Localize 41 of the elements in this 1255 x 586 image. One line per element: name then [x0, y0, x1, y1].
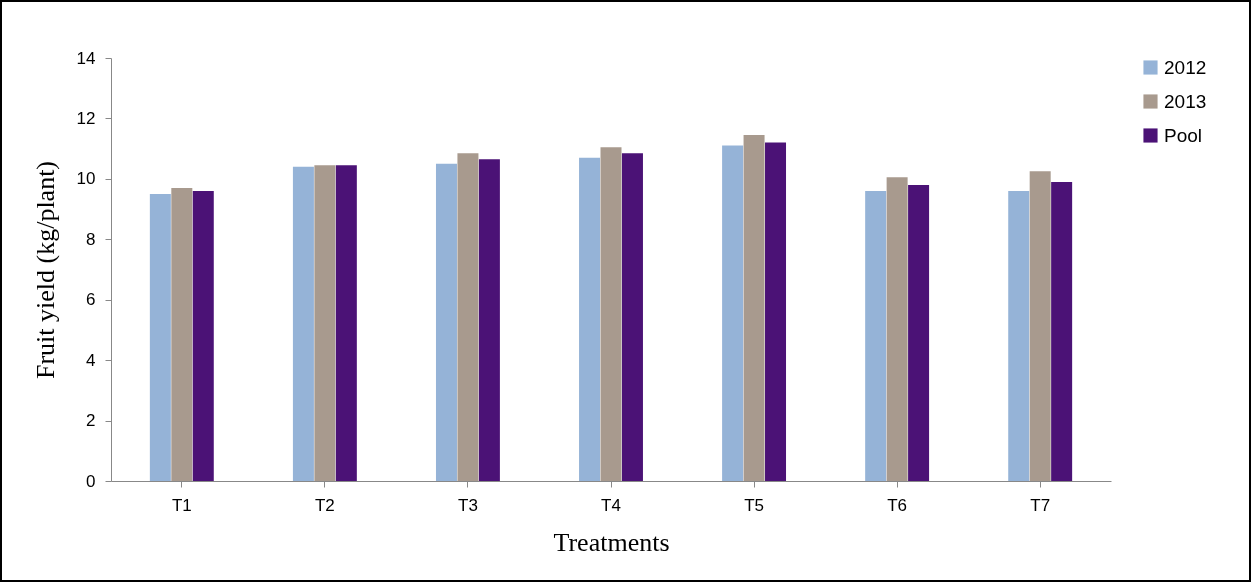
- y-tick-label: 6: [86, 290, 96, 310]
- y-tick-label: 2: [86, 411, 96, 431]
- bar: [171, 187, 193, 481]
- bar: [865, 190, 887, 481]
- y-tick-label: 8: [86, 229, 96, 249]
- x-tick-label: T1: [171, 495, 192, 515]
- bar: [149, 193, 171, 481]
- x-axis-title: Treatments: [553, 527, 670, 557]
- y-tick-label: 14: [76, 48, 96, 68]
- bar: [1029, 171, 1051, 481]
- y-axis-title: Fruit yield (kg/plant): [30, 160, 60, 380]
- bar: [886, 177, 908, 481]
- legend-label: 2013: [1164, 90, 1207, 112]
- bar: [1051, 181, 1073, 481]
- bar: [579, 157, 601, 481]
- bar: [765, 142, 787, 481]
- x-tick-label: T7: [1030, 495, 1051, 515]
- bar: [1008, 190, 1030, 481]
- bar: [478, 159, 500, 481]
- bar: [722, 145, 744, 481]
- x-tick-label: T6: [887, 495, 908, 515]
- y-tick-label: 12: [76, 108, 96, 128]
- y-tick-label: 4: [86, 350, 96, 370]
- bar: [457, 153, 479, 481]
- legend-label: Pool: [1164, 124, 1203, 146]
- bar: [600, 147, 622, 481]
- bar: [743, 135, 765, 481]
- x-tick-label: T2: [314, 495, 335, 515]
- y-tick-label: 0: [86, 471, 96, 491]
- bar: [908, 184, 930, 481]
- bar: [621, 153, 643, 481]
- x-tick-label: T4: [601, 495, 621, 515]
- x-tick-label: T5: [744, 495, 764, 515]
- bar: [292, 166, 314, 481]
- bar: [435, 163, 457, 481]
- x-tick-label: T3: [458, 495, 478, 515]
- y-tick-label: 10: [76, 169, 96, 189]
- bar: [335, 165, 357, 481]
- bar: [192, 190, 214, 481]
- legend-label: 2012: [1164, 56, 1207, 78]
- bar: [314, 165, 336, 481]
